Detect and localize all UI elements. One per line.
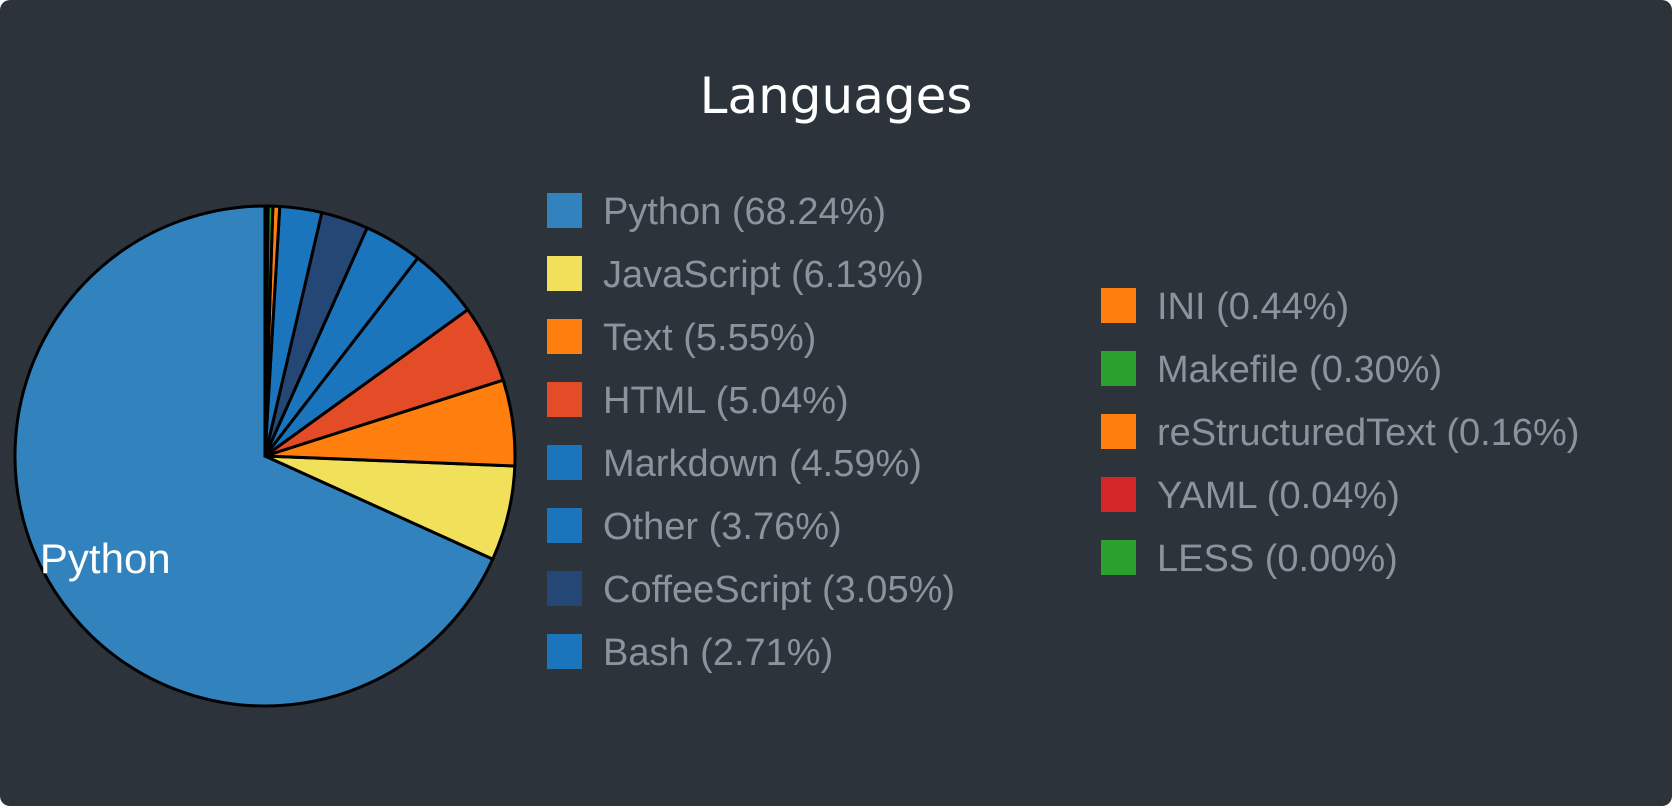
pie-slice-python: [13, 204, 495, 708]
legend-swatch: [547, 571, 582, 606]
chart-title: Languages: [700, 67, 973, 125]
legend-item-coffeescript: CoffeeScript (3.05%): [547, 569, 955, 611]
legend: Python (68.24%) JavaScript (6.13%) Text (5…: [547, 191, 1579, 674]
legend-label: Markdown (4.59%): [603, 443, 922, 485]
legend-label: Python (68.24%): [603, 191, 886, 233]
legend-item-html: HTML (5.04%): [547, 380, 849, 422]
legend-swatch: [547, 193, 582, 228]
legend-swatch: [547, 634, 582, 669]
legend-item-markdown: Markdown (4.59%): [547, 443, 922, 485]
legend-item-yaml: YAML (0.04%): [1101, 475, 1400, 517]
legend-item-bash: Bash (2.71%): [547, 632, 833, 674]
legend-item-python: Python (68.24%): [547, 191, 886, 233]
legend-swatch: [547, 445, 582, 480]
legend-label: JavaScript (6.13%): [603, 254, 924, 296]
legend-label: Other (3.76%): [603, 506, 842, 548]
legend-label: CoffeeScript (3.05%): [603, 569, 955, 611]
legend-item-javascript: JavaScript (6.13%): [547, 254, 924, 296]
legend-label: INI (0.44%): [1157, 286, 1349, 328]
legend-label: Makefile (0.30%): [1157, 349, 1442, 391]
legend-swatch: [547, 256, 582, 291]
slice-label-python: Python: [40, 535, 171, 582]
legend-swatch: [547, 319, 582, 354]
legend-item-text: Text (5.55%): [547, 317, 816, 359]
legend-label: Bash (2.71%): [603, 632, 833, 674]
legend-swatch: [1101, 477, 1136, 512]
legend-swatch: [1101, 414, 1136, 449]
legend-item-makefile: Makefile (0.30%): [1101, 349, 1442, 391]
legend-label: reStructuredText (0.16%): [1157, 412, 1579, 454]
legend-swatch: [547, 382, 582, 417]
legend-swatch: [1101, 288, 1136, 323]
legend-item-ini: INI (0.44%): [1101, 286, 1349, 328]
pie-slice-labels: Python: [40, 535, 171, 582]
legend-swatch: [547, 508, 582, 543]
legend-item-restructuredtext: reStructuredText (0.16%): [1101, 412, 1579, 454]
legend-label: LESS (0.00%): [1157, 538, 1398, 580]
legend-swatch: [1101, 540, 1136, 575]
legend-label: Text (5.55%): [603, 317, 816, 359]
legend-item-other: Other (3.76%): [547, 506, 842, 548]
legend-swatch: [1101, 351, 1136, 386]
legend-label: HTML (5.04%): [603, 380, 849, 422]
legend-item-less: LESS (0.00%): [1101, 538, 1398, 580]
pie-slices: [13, 204, 517, 708]
legend-label: YAML (0.04%): [1157, 475, 1400, 517]
